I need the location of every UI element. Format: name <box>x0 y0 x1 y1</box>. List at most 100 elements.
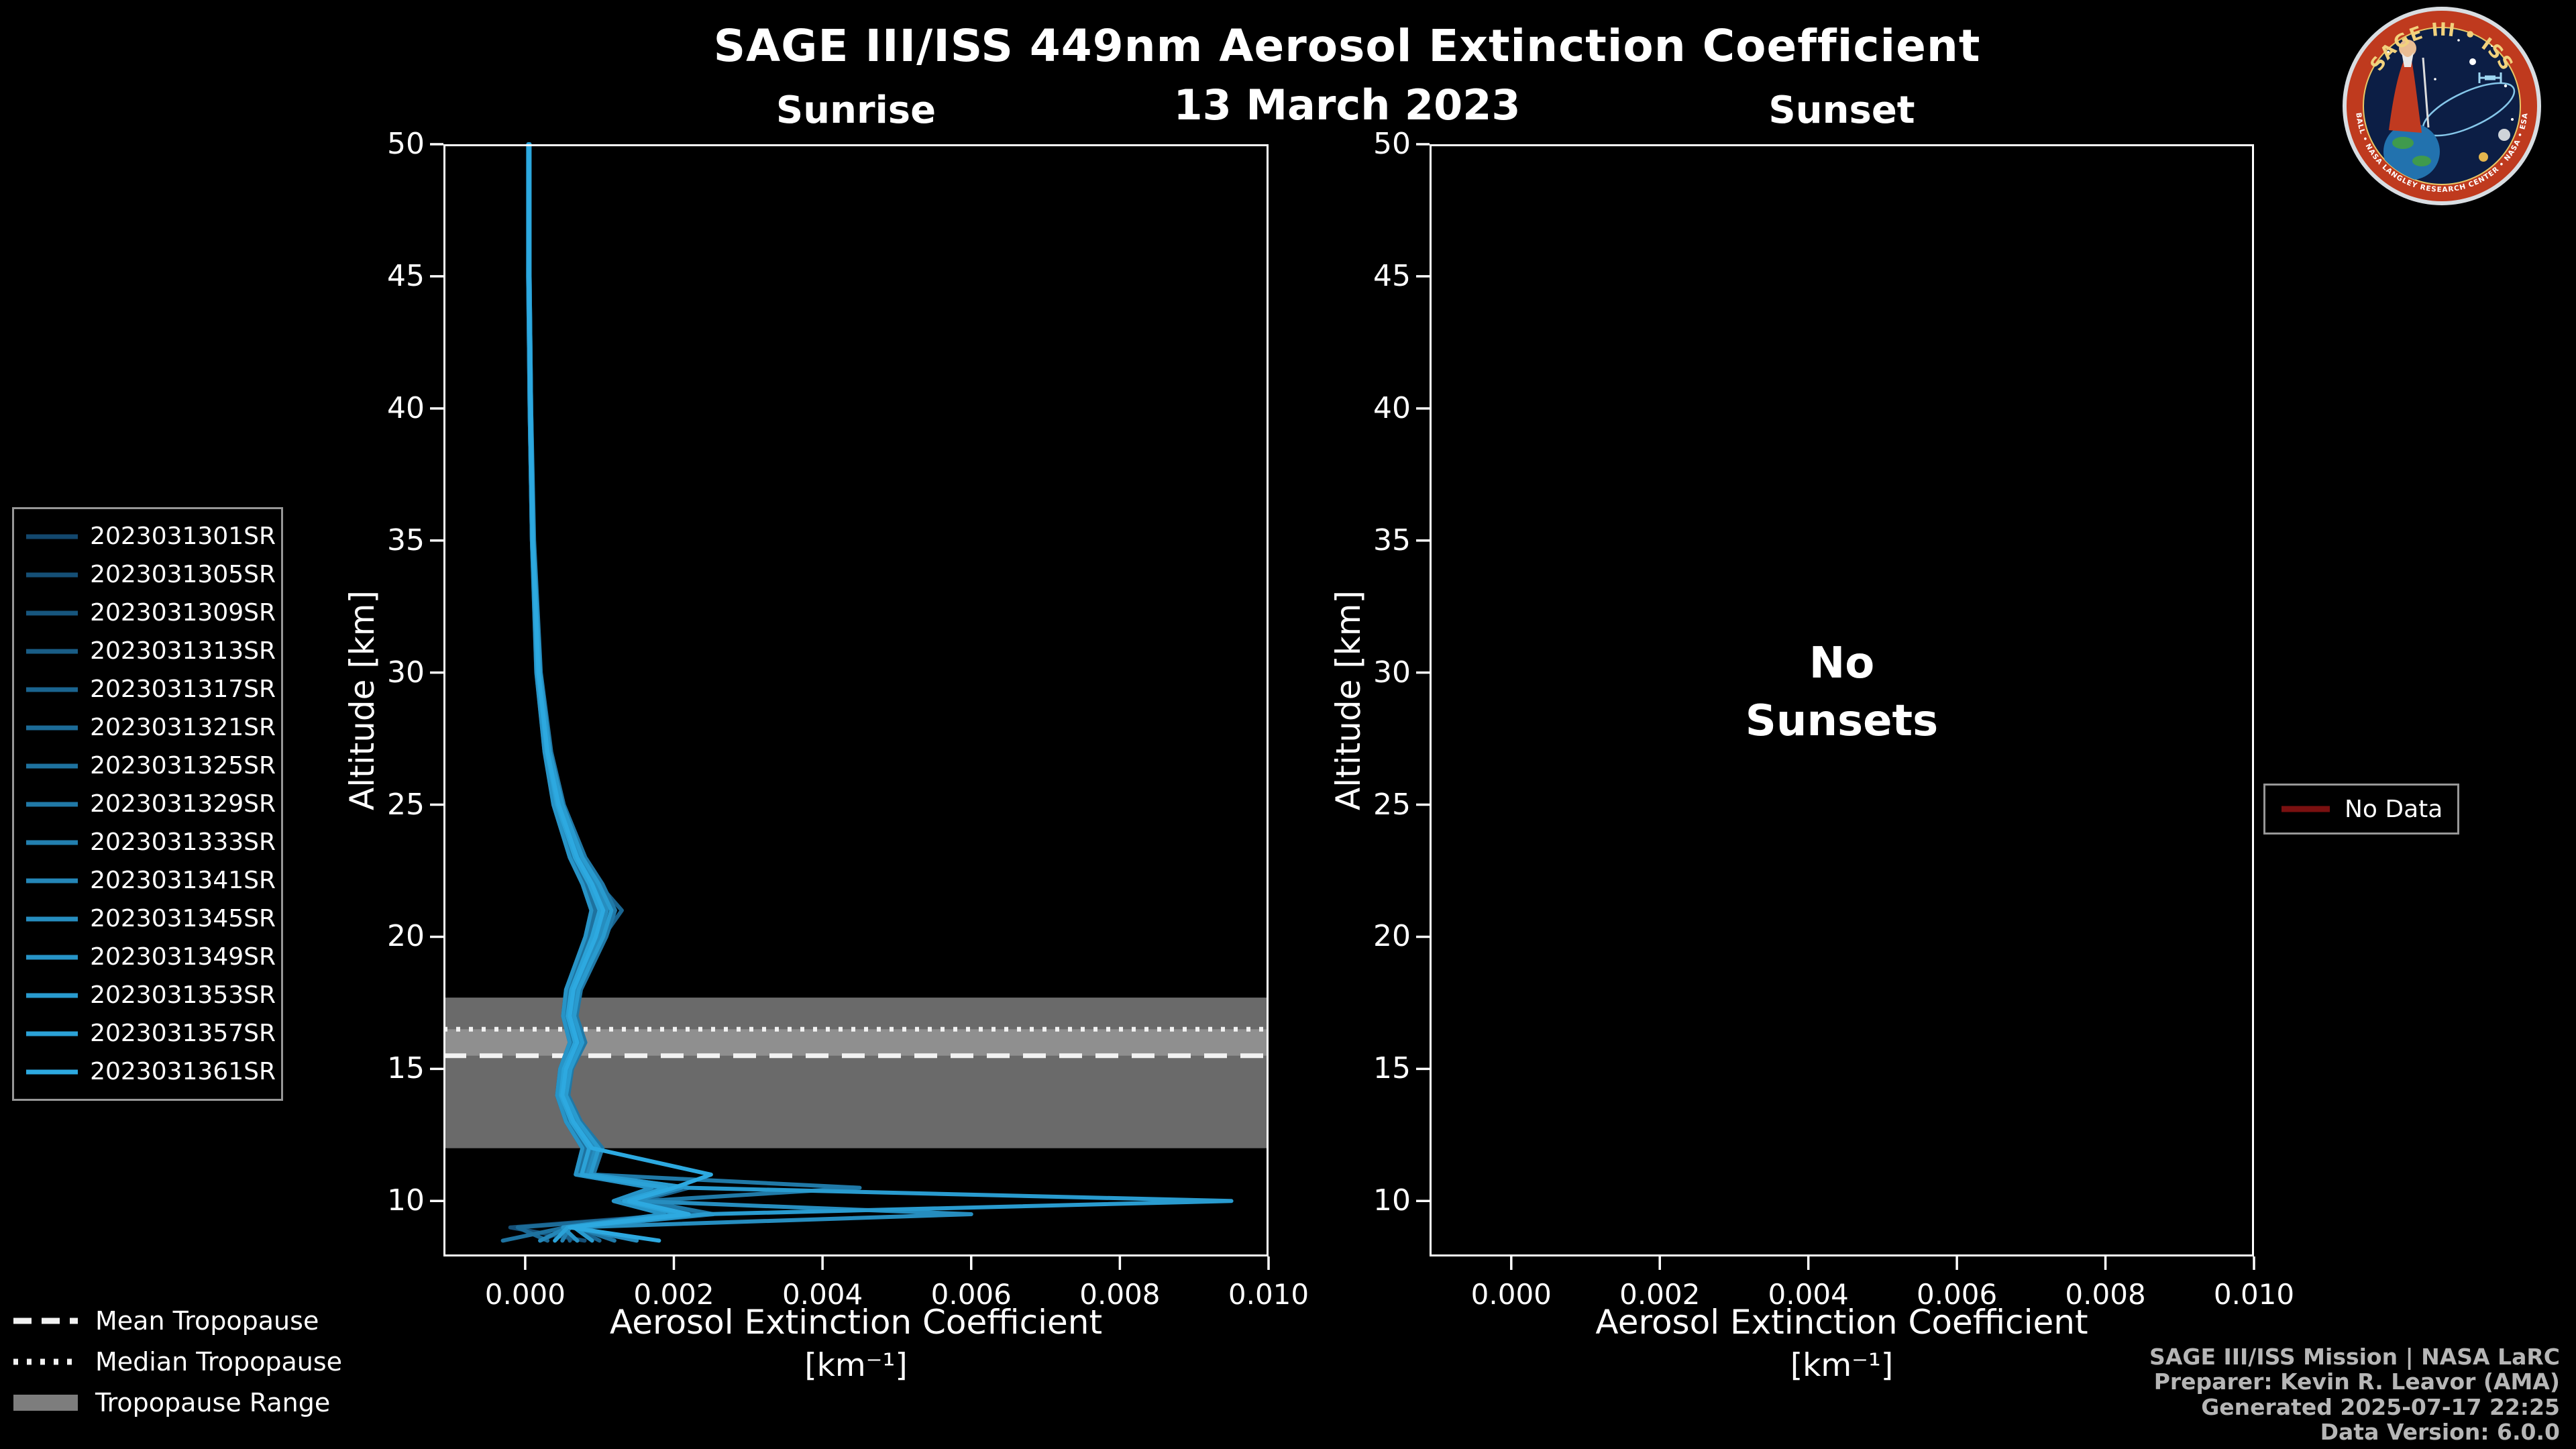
no-data-line-swatch <box>2282 806 2330 812</box>
legend-line-swatch <box>26 1069 78 1074</box>
legend-item: 2023031309SR <box>25 594 276 632</box>
legend-item: 2023031349SR <box>25 938 276 976</box>
legend-event-label: 2023031309SR <box>90 599 276 627</box>
y-tick-label: 10 <box>1373 1183 1411 1218</box>
profile-line-2023031361SR <box>527 142 713 1243</box>
events-legend: 2023031301SR 2023031305SR 2023031309SR 2023… <box>12 507 283 1101</box>
legend-line-swatch <box>26 802 78 806</box>
y-tick-label: 45 <box>387 258 425 293</box>
credit-data-version: Data Version: 6.0.0 <box>2320 1419 2560 1446</box>
no-sunsets-annotation: No Sunsets <box>1430 635 2254 751</box>
y-tick-label: 35 <box>1373 523 1411 557</box>
legend-line-swatch <box>26 1031 78 1036</box>
legend-line-swatch <box>26 840 78 845</box>
x-tick-label: 0.010 <box>2213 1278 2295 1311</box>
legend-event-label: 2023031345SR <box>90 905 276 932</box>
plot-border <box>1430 144 2254 1256</box>
legend-event-label: 2023031353SR <box>90 981 276 1009</box>
credit-mission: SAGE III/ISS Mission | NASA LaRC <box>2149 1343 2560 1370</box>
median-tropopause-label: Median Tropopause <box>95 1346 342 1377</box>
legend-event-label: 2023031357SR <box>90 1020 276 1047</box>
y-tick-label: 40 <box>387 390 425 425</box>
x-tick-label: 0.002 <box>633 1278 714 1311</box>
legend-item: 2023031341SR <box>25 861 276 900</box>
no-data-legend: No Data <box>2263 784 2460 835</box>
no-data-label: No Data <box>2345 795 2443 823</box>
legend-line-swatch <box>26 955 78 959</box>
sage-iss-logo: SAGE III • ISS BALL • NASA LANGLEY RESEA… <box>2343 7 2541 205</box>
tropopause-legend: Mean Tropopause Median Tropopause Tropop… <box>12 1300 342 1423</box>
x-tick-label: 0.004 <box>1768 1278 1849 1311</box>
tropopause-range-label: Tropopause Range <box>95 1387 331 1417</box>
legend-line-swatch <box>26 649 78 653</box>
legend-event-label: 2023031349SR <box>90 943 276 971</box>
sunrise-plot-svg <box>430 142 1270 1270</box>
no-sunsets-line1: No <box>1809 639 1875 688</box>
y-tick-label: 45 <box>1373 258 1411 293</box>
legend-event-label: 2023031333SR <box>90 828 276 856</box>
sunset-plot-svg <box>1416 143 2255 1270</box>
legend-event-label: 2023031301SR <box>90 523 276 550</box>
dashed-line-swatch <box>13 1318 78 1324</box>
x-axis-title-line2: [km⁻¹] <box>804 1347 908 1384</box>
legend-item: 2023031313SR <box>25 632 276 670</box>
y-tick-label: 35 <box>387 523 425 557</box>
x-tick-label: 0.000 <box>484 1278 566 1311</box>
credits-block: SAGE III/ISS Mission | NASA LaRC Prepare… <box>2149 1344 2560 1445</box>
x-tick-label: 0.010 <box>1228 1278 1309 1311</box>
y-tick-label: 40 <box>1373 390 1411 425</box>
legend-line-swatch <box>26 993 78 998</box>
legend-item: 2023031329SR <box>25 785 276 823</box>
legend-line-swatch <box>26 725 78 730</box>
legend-line-swatch <box>26 534 78 539</box>
y-tick-label: 30 <box>1373 655 1411 690</box>
legend-line-swatch <box>26 916 78 921</box>
y-tick-label: 30 <box>387 655 425 690</box>
sunset-plot-area: 0.000 0.002 0.004 0.006 0.008 0.010 10 15 20 25 30… <box>1373 127 2294 1311</box>
y-tick-label: 10 <box>387 1183 425 1218</box>
logo-planet <box>2479 152 2488 162</box>
logo-figure <box>2389 40 2430 133</box>
sunset-panel-title: Sunset <box>1768 89 1915 132</box>
mean-tropopause-label: Mean Tropopause <box>95 1305 319 1336</box>
sunrise-plot-area: 0.000 0.002 0.004 0.006 0.008 0.010 10 15 20 25 30… <box>387 127 1309 1311</box>
page-title: SAGE III/ISS 449nm Aerosol Extinction Co… <box>713 20 1981 72</box>
logo-sun <box>2469 58 2476 65</box>
x-tick-label: 0.006 <box>1916 1278 1998 1311</box>
x-tick-label: 0.006 <box>930 1278 1012 1311</box>
legend-item: 2023031333SR <box>25 823 276 861</box>
legend-line-swatch <box>26 878 78 883</box>
legend-event-label: 2023031325SR <box>90 752 276 780</box>
credit-generated: Generated 2025-07-17 22:25 <box>2201 1393 2560 1420</box>
legend-item: 2023031301SR <box>25 517 276 555</box>
x-tick-label: 0.000 <box>1470 1278 1552 1311</box>
x-tick-label: 0.002 <box>1619 1278 1701 1311</box>
plot-border <box>443 144 1269 1256</box>
credit-preparer: Preparer: Kevin R. Leavor (AMA) <box>2153 1368 2560 1395</box>
median-tropopause-legend-item: Median Tropopause <box>12 1341 342 1382</box>
tropopause-range-legend-item: Tropopause Range <box>12 1382 342 1423</box>
legend-item: 2023031357SR <box>25 1014 276 1053</box>
legend-event-label: 2023031305SR <box>90 561 276 588</box>
legend-item: 2023031353SR <box>25 976 276 1014</box>
y-tick-label: 25 <box>387 787 425 822</box>
no-sunsets-line2: Sunsets <box>1745 696 1939 747</box>
y-tick-label: 20 <box>387 919 425 954</box>
legend-event-label: 2023031361SR <box>90 1058 276 1085</box>
gray-patch-swatch <box>13 1394 78 1411</box>
logo-iss <box>2478 72 2502 83</box>
legend-line-swatch <box>26 763 78 768</box>
x-tick-label: 0.008 <box>1079 1278 1161 1311</box>
legend-item: 2023031345SR <box>25 900 276 938</box>
sunrise-x-axis-title: Aerosol Extinction Coefficient [km⁻¹] <box>443 1303 1269 1384</box>
legend-item: 2023031317SR <box>25 670 276 708</box>
x-axis-title-line1: Aerosol Extinction Coefficient <box>609 1303 1103 1342</box>
y-tick-label: 50 <box>387 127 425 161</box>
mean-tropopause-legend-item: Mean Tropopause <box>12 1300 342 1341</box>
y-tick-label: 15 <box>387 1051 425 1086</box>
x-axis-title-line2: [km⁻¹] <box>1790 1347 1894 1384</box>
legend-event-label: 2023031317SR <box>90 676 276 703</box>
y-tick-label: 20 <box>1373 919 1411 954</box>
legend-item: 2023031305SR <box>25 555 276 594</box>
